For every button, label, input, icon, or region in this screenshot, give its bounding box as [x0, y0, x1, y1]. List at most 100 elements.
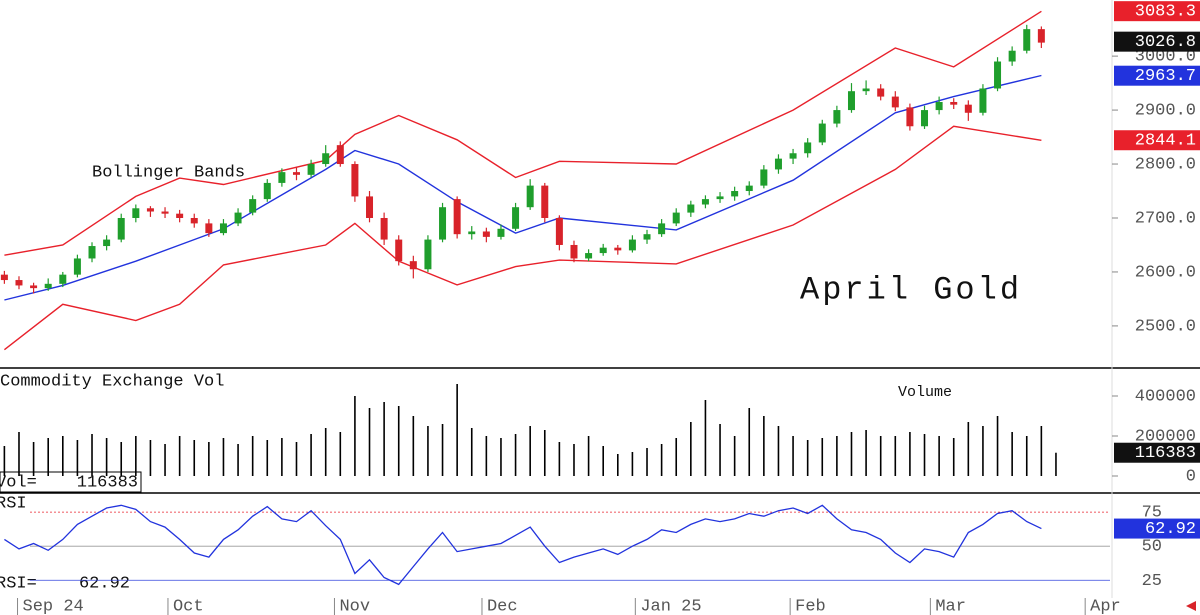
candle-body — [745, 185, 753, 192]
candle-body — [59, 274, 67, 284]
candle-body — [234, 212, 242, 224]
y-tick-label: 25 — [1142, 572, 1162, 591]
volume-readout-label: Vol= — [0, 473, 37, 492]
x-tick-label: Oct — [173, 597, 204, 615]
value-marker-label: 3026.8 — [1135, 33, 1196, 52]
candle-body — [453, 199, 461, 235]
y-tick-label: 200000 — [1135, 427, 1196, 446]
candle-body — [380, 217, 388, 240]
candle-body — [497, 228, 505, 237]
candle-body — [439, 207, 447, 240]
candle-body — [994, 61, 1002, 89]
y-tick-label: 2600.0 — [1135, 263, 1196, 282]
value-marker — [1114, 518, 1200, 539]
x-tick-label: Sep 24 — [23, 597, 84, 615]
candle-body — [395, 239, 403, 262]
candle-body — [555, 217, 563, 245]
candle-body — [205, 223, 213, 234]
band-upper — [4, 10, 1042, 256]
candle-body — [643, 234, 651, 240]
candle-body — [672, 212, 680, 224]
value-marker — [1114, 1, 1200, 22]
candle-body — [906, 107, 914, 127]
candle-body — [570, 244, 578, 259]
volume-readout: 116383 — [77, 473, 138, 492]
rsi-readout: 62.92 — [79, 574, 130, 593]
candle-body — [658, 223, 666, 235]
candle-body — [979, 88, 987, 113]
candle-body — [73, 258, 81, 275]
candle-body — [628, 239, 636, 251]
candle-body — [263, 182, 271, 200]
x-tick-label: Nov — [339, 597, 370, 615]
value-marker-label: 62.92 — [1145, 520, 1196, 539]
value-marker-label: 3083.3 — [1135, 3, 1196, 22]
value-marker-label: 116383 — [1135, 444, 1196, 463]
chart-title: April Gold — [800, 271, 1022, 308]
x-tick-label: Jan 25 — [640, 597, 701, 615]
candle-body — [731, 191, 739, 197]
candle-body — [482, 231, 490, 237]
candle-body — [30, 285, 38, 289]
candle-body — [935, 101, 943, 111]
value-marker — [1114, 130, 1200, 151]
candle-body — [278, 172, 286, 183]
y-tick-label: 50 — [1142, 538, 1162, 557]
candle-body — [176, 213, 184, 218]
candle-body — [1008, 50, 1016, 62]
candle-body — [468, 231, 476, 235]
candle-body — [964, 104, 972, 113]
candle-body — [599, 247, 607, 254]
candle-body — [424, 239, 432, 270]
y-tick-label: 3000.0 — [1135, 48, 1196, 67]
candle-body — [701, 199, 709, 205]
y-tick-label: 2800.0 — [1135, 156, 1196, 175]
value-marker — [1114, 31, 1200, 52]
candle-body — [88, 246, 96, 259]
candle-body — [15, 280, 23, 286]
candle-body — [1037, 29, 1045, 43]
candle-body — [146, 208, 154, 212]
candle-body — [789, 153, 797, 159]
candle-body — [847, 91, 855, 111]
band-middle — [4, 74, 1042, 301]
rsi-readout-label: RSI= — [0, 574, 37, 593]
candle-body — [322, 153, 330, 165]
candle-body — [541, 185, 549, 218]
annotation: Bollinger Bands — [92, 163, 245, 182]
candle-body — [351, 164, 359, 197]
candle-body — [512, 207, 520, 229]
x-tick-label: Feb — [795, 597, 826, 615]
value-marker — [1114, 65, 1200, 86]
candle-body — [818, 123, 826, 143]
y-tick-label: 75 — [1142, 504, 1162, 523]
candle-body — [526, 185, 534, 208]
candle-body — [0, 274, 8, 281]
y-tick-label: 2500.0 — [1135, 317, 1196, 336]
candle-body — [307, 164, 315, 175]
candle-body — [1023, 29, 1031, 51]
x-tick-label: Apr — [1090, 597, 1121, 615]
y-tick-label: 2700.0 — [1135, 209, 1196, 228]
scroll-arrow[interactable] — [1186, 601, 1196, 611]
volume-readout-box — [0, 471, 142, 493]
candle-body — [614, 247, 622, 251]
candle-body — [804, 142, 812, 154]
value-marker-label: 2963.7 — [1135, 67, 1196, 86]
candle-body — [366, 196, 374, 218]
x-tick-label: Dec — [487, 597, 518, 615]
candle-body — [891, 96, 899, 108]
y-tick-label: 2900.0 — [1135, 102, 1196, 121]
candle-body — [585, 253, 593, 259]
candle-body — [161, 211, 169, 214]
candle-body — [249, 199, 257, 213]
candle-body — [687, 204, 695, 213]
candle-body — [219, 223, 227, 234]
candle-body — [409, 261, 417, 270]
candle-body — [132, 208, 140, 218]
candle-body — [833, 110, 841, 124]
candle-body — [117, 217, 125, 240]
x-tick-label: Mar — [935, 597, 966, 615]
candle-body — [921, 110, 929, 127]
